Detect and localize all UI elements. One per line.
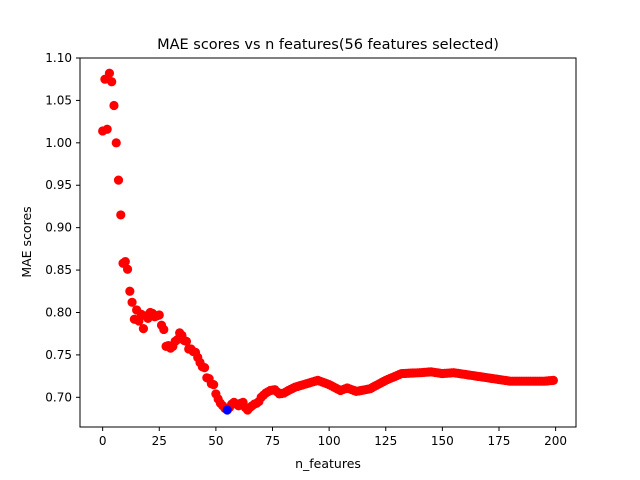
y-tick-label: 0.90 (45, 221, 72, 235)
data-point-13 (127, 297, 137, 307)
y-tick-label: 0.75 (45, 348, 72, 362)
x-tick-label: 150 (431, 434, 454, 448)
data-point-25 (154, 310, 164, 320)
selected-point-layer (222, 405, 232, 415)
x-axis-ticks: 0 25 50 75 100 125 150 175 200 (99, 427, 567, 448)
plot-frame (79, 57, 577, 428)
y-tick-label: 1.05 (45, 93, 72, 107)
data-point-5 (109, 100, 119, 111)
data-point-4 (107, 77, 117, 87)
x-tick-label: 50 (208, 434, 223, 448)
x-axis-label: n_features (295, 456, 361, 471)
data-point-18 (138, 324, 149, 334)
y-tick-label: 1.10 (45, 51, 72, 65)
y-tick-label: 0.85 (45, 263, 72, 277)
data-point-10 (120, 256, 130, 267)
y-tick-label: 0.95 (45, 178, 72, 192)
x-tick-label: 25 (152, 434, 167, 448)
selected-point (222, 405, 232, 415)
y-tick-label: 0.80 (45, 305, 72, 319)
data-point-27 (159, 324, 169, 335)
data-point-2 (102, 124, 112, 134)
data-point-8 (116, 210, 126, 220)
data-points (98, 68, 558, 415)
x-tick-label: 125 (374, 434, 397, 448)
x-tick-label: 200 (544, 434, 567, 448)
data-point-6 (111, 138, 121, 148)
data-point-11 (122, 264, 133, 274)
x-tick-label: 175 (488, 434, 511, 448)
data-point-45 (199, 363, 210, 373)
data-point-199 (548, 375, 558, 385)
y-tick-label: 1.00 (45, 136, 72, 150)
data-point-3 (104, 68, 115, 78)
data-point-12 (125, 286, 135, 296)
data-point-49 (209, 379, 219, 390)
data-point-37 (181, 336, 192, 346)
data-point-7 (113, 175, 124, 185)
x-tick-label: 75 (265, 434, 280, 448)
x-tick-label: 100 (318, 434, 341, 448)
y-axis-ticks: 0.70 0.75 0.80 0.85 0.90 0.95 1.00 1.05 1.10 (45, 51, 80, 404)
chart-title: MAE scores vs n features(56 features sel… (157, 37, 499, 53)
y-axis-label: MAE scores (19, 206, 34, 277)
y-tick-label: 0.70 (45, 390, 72, 404)
x-tick-label: 0 (99, 434, 107, 448)
